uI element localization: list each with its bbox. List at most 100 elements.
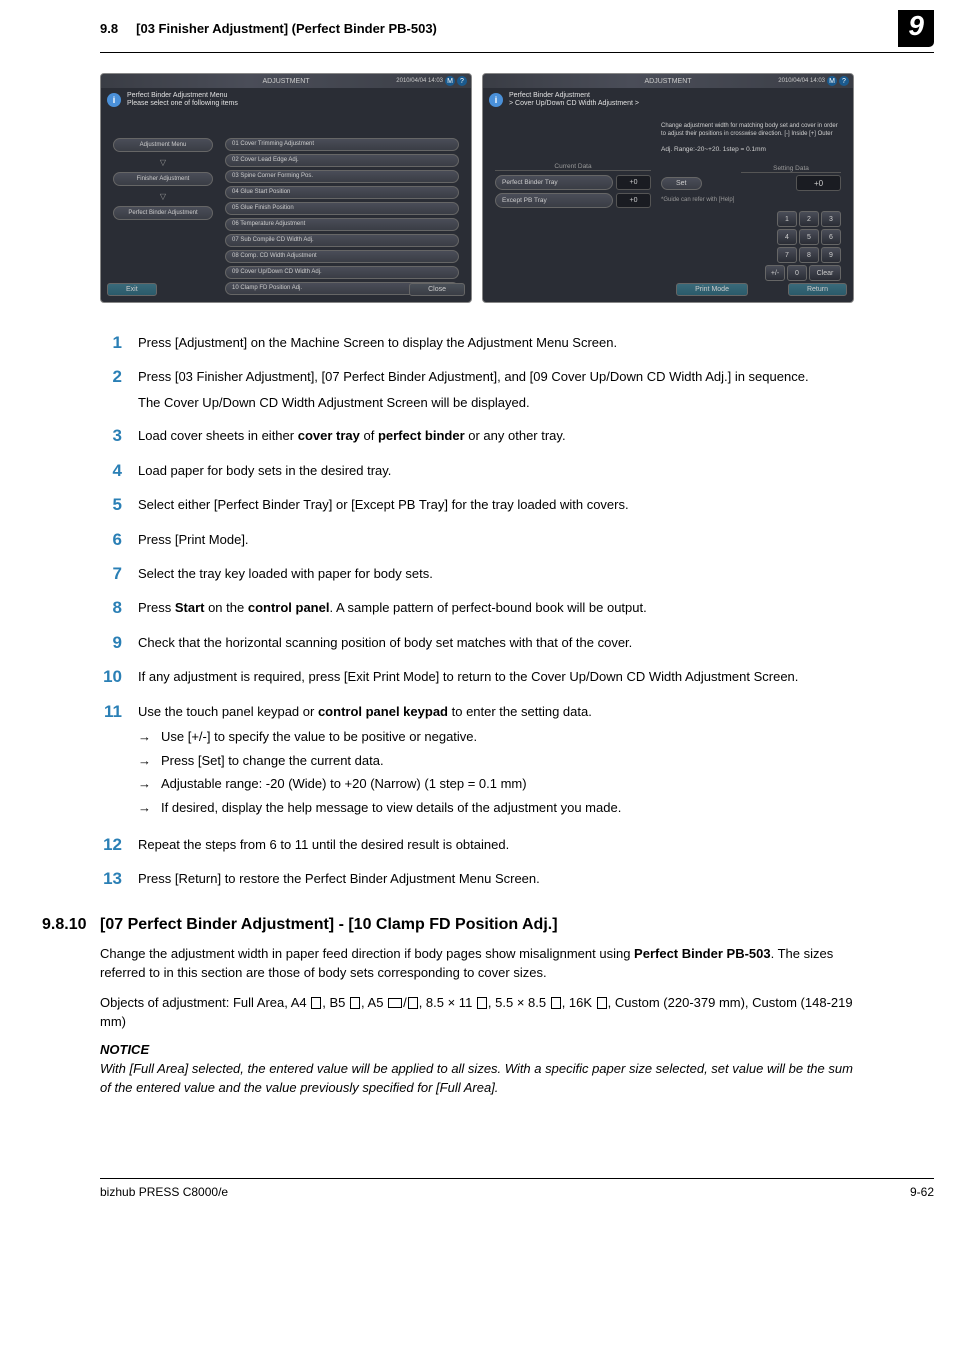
step-3: Load cover sheets in either cover tray o… xyxy=(138,426,854,446)
menu-item-1[interactable]: 01 Cover Trimming Adjustment xyxy=(225,138,459,151)
notice-text: With [Full Area] selected, the entered v… xyxy=(100,1059,854,1098)
sc2-header-line2: > Cover Up/Down CD Width Adjustment > xyxy=(509,100,639,108)
keypad-4[interactable]: 4 xyxy=(777,229,797,245)
row1-value: +0 xyxy=(616,175,651,190)
step-num-2: 2 xyxy=(100,367,138,387)
step-num-12: 12 xyxy=(100,835,138,855)
setting-data-label: Setting Data xyxy=(741,165,841,173)
header-section-num: 9.8 xyxy=(100,21,118,36)
step-8: Press Start on the control panel. A samp… xyxy=(138,598,854,618)
section-p1: Change the adjustment width in paper fee… xyxy=(100,944,854,983)
arrow-icon: → xyxy=(138,798,151,818)
keypad-5[interactable]: 5 xyxy=(799,229,819,245)
menu-item-9[interactable]: 09 Cover Up/Down CD Width Adj. xyxy=(225,266,459,279)
sc2-header-line1: Perfect Binder Adjustment xyxy=(509,92,639,100)
page-icon xyxy=(408,997,418,1009)
menu-item-7[interactable]: 07 Sub Compile CD Width Adj. xyxy=(225,234,459,247)
page-icon xyxy=(477,997,487,1009)
close-button[interactable]: Close xyxy=(409,283,465,296)
arrow-icon: → xyxy=(138,727,151,747)
keypad-clear[interactable]: Clear xyxy=(809,265,841,281)
step-num-6: 6 xyxy=(100,530,138,550)
keypad-pm[interactable]: +/- xyxy=(765,265,785,281)
notice-label: NOTICE xyxy=(100,1042,854,1057)
keypad-0[interactable]: 0 xyxy=(787,265,807,281)
sc1-header-line2: Please select one of following items xyxy=(127,100,238,108)
info-icon: i xyxy=(489,93,503,107)
step-num-13: 13 xyxy=(100,869,138,889)
chevron-down-icon: ▽ xyxy=(113,192,213,200)
nav-adjustment-menu[interactable]: Adjustment Menu xyxy=(113,138,213,152)
menu-item-4[interactable]: 04 Glue Start Position xyxy=(225,186,459,199)
exit-button[interactable]: Exit xyxy=(107,283,157,296)
step-13: Press [Return] to restore the Perfect Bi… xyxy=(138,869,854,889)
chapter-number: 9 xyxy=(898,10,934,47)
step-9: Check that the horizontal scanning posit… xyxy=(138,633,854,653)
step-5: Select either [Perfect Binder Tray] or [… xyxy=(138,495,854,515)
page-icon xyxy=(597,997,607,1009)
set-button[interactable]: Set xyxy=(661,177,702,190)
menu-item-8[interactable]: 08 Comp. CD Width Adjustment xyxy=(225,250,459,263)
memory-icon: M xyxy=(827,76,837,86)
step-num-1: 1 xyxy=(100,333,138,353)
nav-perfect-binder[interactable]: Perfect Binder Adjustment xyxy=(113,206,213,220)
step-12: Repeat the steps from 6 to 11 until the … xyxy=(138,835,854,855)
current-data-label: Current Data xyxy=(495,163,651,171)
keypad-7[interactable]: 7 xyxy=(777,247,797,263)
print-mode-button[interactable]: Print Mode xyxy=(676,283,748,296)
footer-left: bizhub PRESS C8000/e xyxy=(100,1185,228,1199)
footer-right: 9-62 xyxy=(910,1185,934,1199)
sc1-topbar-label: ADJUSTMENT xyxy=(262,78,309,85)
keypad-2[interactable]: 2 xyxy=(799,211,819,227)
step-4: Load paper for body sets in the desired … xyxy=(138,461,854,481)
step-6: Press [Print Mode]. xyxy=(138,530,854,550)
menu-item-3[interactable]: 03 Spine Corner Forming Pos. xyxy=(225,170,459,183)
menu-item-5[interactable]: 05 Glue Finish Position xyxy=(225,202,459,215)
step-num-5: 5 xyxy=(100,495,138,515)
keypad-8[interactable]: 8 xyxy=(799,247,819,263)
page-icon xyxy=(388,998,402,1008)
screenshot-left: ADJUSTMENT 2010/04/04 14:03 M ? i Perfec… xyxy=(100,73,472,303)
page-icon xyxy=(350,997,360,1009)
screenshot-right: ADJUSTMENT 2010/04/04 14:03 M ? i Perfec… xyxy=(482,73,854,303)
page-icon xyxy=(311,997,321,1009)
step-11-sub4: If desired, display the help message to … xyxy=(161,798,621,818)
step-num-9: 9 xyxy=(100,633,138,653)
section-p2: Objects of adjustment: Full Area, A4 , B… xyxy=(100,993,854,1032)
return-button[interactable]: Return xyxy=(788,283,847,296)
sc2-range: Adj. Range:-20~+20. 1step = 0.1mm xyxy=(661,146,841,153)
perfect-binder-tray-btn[interactable]: Perfect Binder Tray xyxy=(495,175,613,190)
nav-finisher-adj[interactable]: Finisher Adjustment xyxy=(113,172,213,186)
arrow-icon: → xyxy=(138,751,151,771)
section-number: 9.8.10 xyxy=(42,916,100,934)
keypad-1[interactable]: 1 xyxy=(777,211,797,227)
info-icon: i xyxy=(107,93,121,107)
keypad-6[interactable]: 6 xyxy=(821,229,841,245)
menu-item-6[interactable]: 06 Temperature Adjustment xyxy=(225,218,459,231)
step-num-4: 4 xyxy=(100,461,138,481)
setting-display: +0 xyxy=(796,175,841,191)
help-icon[interactable]: ? xyxy=(839,76,849,86)
header-section-title: [03 Finisher Adjustment] (Perfect Binder… xyxy=(136,21,437,36)
menu-item-2[interactable]: 02 Cover Lead Edge Adj. xyxy=(225,154,459,167)
sc2-topbar-date: 2010/04/04 14:03 xyxy=(778,78,825,84)
step-2b: The Cover Up/Down CD Width Adjustment Sc… xyxy=(138,393,854,413)
step-11-sub3: Adjustable range: -20 (Wide) to +20 (Nar… xyxy=(161,774,527,794)
header-section: 9.8 [03 Finisher Adjustment] (Perfect Bi… xyxy=(100,21,898,36)
step-2: Press [03 Finisher Adjustment], [07 Perf… xyxy=(138,369,809,384)
step-11-sub2: Press [Set] to change the current data. xyxy=(161,751,384,771)
page-icon xyxy=(551,997,561,1009)
sc1-topbar-date: 2010/04/04 14:03 xyxy=(396,78,443,84)
keypad-3[interactable]: 3 xyxy=(821,211,841,227)
step-num-7: 7 xyxy=(100,564,138,584)
step-7: Select the tray key loaded with paper fo… xyxy=(138,564,854,584)
sc2-description: Change adjustment width for matching bod… xyxy=(661,123,841,139)
except-pb-tray-btn[interactable]: Except PB Tray xyxy=(495,193,613,208)
keypad-9[interactable]: 9 xyxy=(821,247,841,263)
step-num-11: 11 xyxy=(100,702,138,722)
chevron-down-icon: ▽ xyxy=(113,158,213,166)
sc1-topbar: ADJUSTMENT 2010/04/04 14:03 M ? xyxy=(101,74,471,88)
help-text: *Guide can refer with [Help] xyxy=(661,197,841,203)
help-icon[interactable]: ? xyxy=(457,76,467,86)
step-num-10: 10 xyxy=(100,667,138,687)
